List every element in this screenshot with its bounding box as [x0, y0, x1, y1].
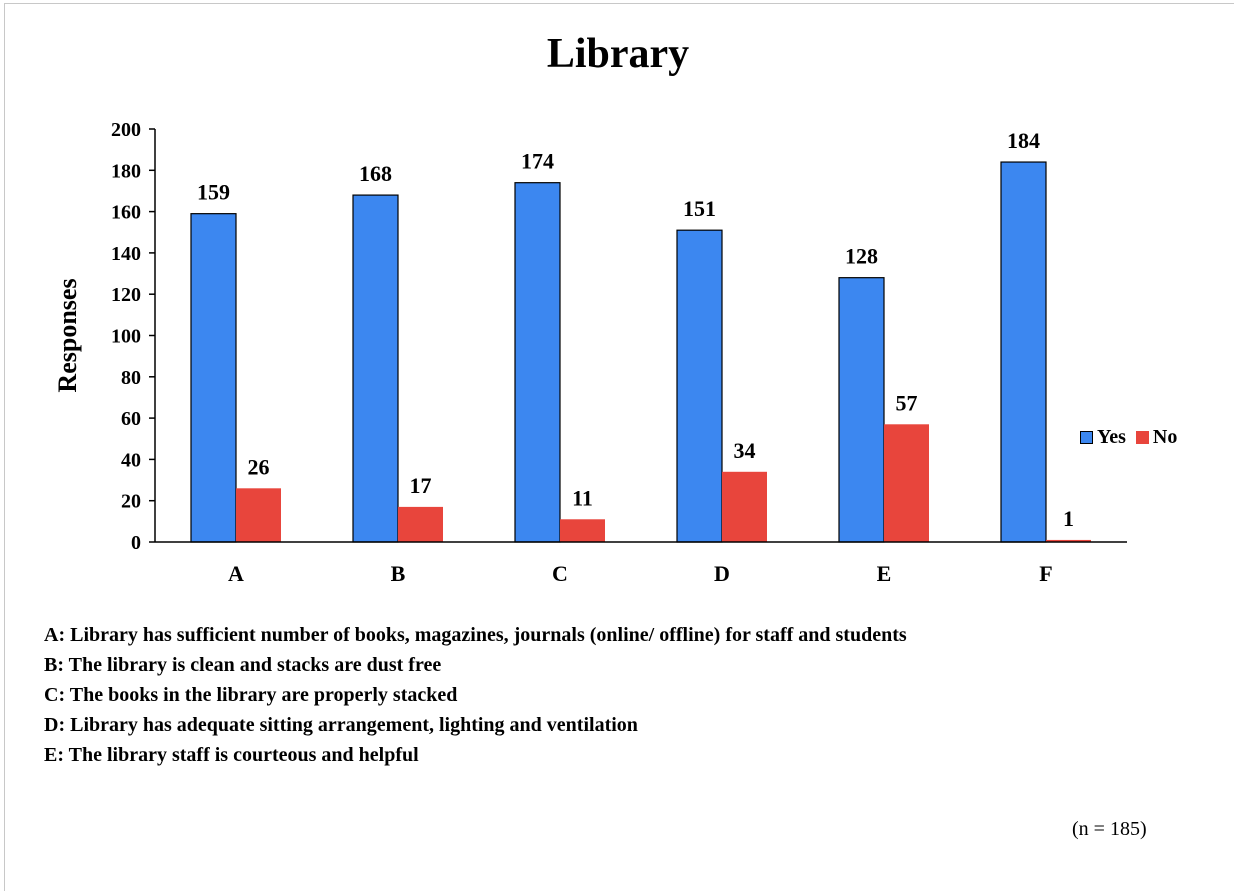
bar-no-a — [236, 488, 281, 542]
legend-swatch-no — [1135, 431, 1149, 444]
data-label-no-b: 17 — [410, 473, 432, 498]
data-label-no-d: 34 — [734, 438, 756, 463]
legend-label-yes: Yes — [1097, 426, 1126, 448]
x-tick-label: D — [714, 561, 730, 586]
note-d: D: Library has adequate sitting arrangem… — [44, 714, 638, 736]
data-label-no-c: 11 — [572, 485, 593, 510]
y-axis-title: Responses — [53, 278, 82, 392]
bar-no-e — [884, 424, 929, 542]
bar-yes-b — [352, 194, 399, 543]
note-a: A: Library has sufficient number of book… — [44, 624, 907, 646]
note-b: B: The library is clean and stacks are d… — [44, 654, 442, 676]
y-tick-label: 0 — [131, 532, 141, 554]
category-notes: A: Library has sufficient number of book… — [44, 620, 907, 770]
data-label-yes-e: 128 — [845, 244, 878, 269]
note-e: E: The library staff is courteous and he… — [44, 744, 419, 766]
bar-no-f — [1046, 539, 1091, 542]
data-label-yes-f: 184 — [1007, 128, 1040, 153]
x-tick-label: E — [877, 561, 892, 586]
x-tick-label: C — [552, 561, 568, 586]
y-tick-label: 60 — [121, 408, 141, 430]
chart-title: Library — [546, 31, 690, 77]
bar-yes-f — [1000, 161, 1047, 543]
note-c: C: The books in the library are properly… — [44, 684, 458, 706]
legend-item-no: No — [1135, 426, 1178, 449]
bar-yes-e — [838, 277, 885, 543]
chart-frame — [4, 3, 1234, 891]
y-tick-label: 120 — [111, 284, 141, 306]
bar-yes-a — [190, 213, 237, 543]
y-tick-label: 100 — [111, 326, 141, 348]
bar-yes-d — [676, 229, 723, 543]
y-tick-label: 180 — [111, 160, 141, 182]
chart-legend: Yes No — [1080, 426, 1187, 449]
bar-no-c — [560, 519, 605, 542]
x-tick-label: F — [1039, 561, 1052, 586]
bar-no-d — [722, 471, 767, 542]
data-label-yes-b: 168 — [359, 161, 392, 186]
x-tick-label: B — [391, 561, 406, 586]
legend-swatch-yes — [1080, 431, 1093, 444]
bar-no-b — [398, 506, 443, 542]
sample-size: (n = 185) — [1072, 818, 1147, 840]
data-label-no-f: 1 — [1063, 506, 1074, 531]
data-label-yes-a: 159 — [197, 180, 230, 205]
legend-label-no: No — [1152, 426, 1178, 448]
y-tick-label: 140 — [111, 243, 141, 265]
data-label-yes-d: 151 — [683, 196, 716, 221]
x-tick-label: A — [228, 561, 244, 586]
y-tick-label: 160 — [111, 202, 141, 224]
legend-item-yes: Yes — [1080, 426, 1126, 449]
data-label-no-e: 57 — [896, 390, 918, 415]
data-label-no-a: 26 — [248, 454, 270, 479]
bar-yes-c — [514, 182, 561, 543]
y-tick-label: 200 — [111, 119, 141, 141]
y-tick-label: 20 — [121, 491, 141, 513]
y-tick-label: 40 — [121, 449, 141, 471]
y-tick-label: 80 — [121, 367, 141, 389]
data-label-yes-c: 174 — [521, 149, 554, 174]
